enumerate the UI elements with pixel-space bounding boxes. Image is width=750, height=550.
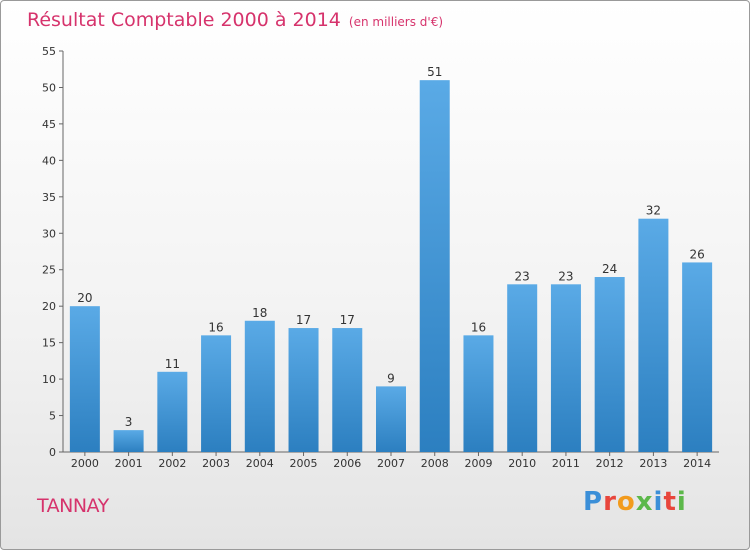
x-tick-label-2004: 2004 <box>246 457 274 470</box>
bar-2003 <box>201 335 232 452</box>
y-tick-label: 45 <box>42 118 56 131</box>
data-label-2009: 16 <box>471 320 486 334</box>
y-tick-label: 0 <box>49 446 56 459</box>
bar-2011 <box>550 284 581 452</box>
bar-2004 <box>244 320 275 452</box>
bar-2012 <box>594 277 625 452</box>
data-label-2003: 16 <box>208 320 223 334</box>
x-tick-label-2003: 2003 <box>202 457 230 470</box>
x-tick-label-2013: 2013 <box>639 457 667 470</box>
logo-letter: t <box>663 487 677 517</box>
x-tick-label-2014: 2014 <box>683 457 711 470</box>
commune-name: TANNAY <box>37 495 109 517</box>
x-tick-label-2012: 2012 <box>596 457 624 470</box>
y-tick-label: 15 <box>42 337 56 350</box>
x-tick-label-2002: 2002 <box>158 457 186 470</box>
x-tick-label-2005: 2005 <box>290 457 318 470</box>
chart-title: Résultat Comptable 2000 à 2014 (en millie… <box>27 9 443 31</box>
data-label-2001: 3 <box>125 415 133 429</box>
y-axis: 0 5 10 15 20 25 30 35 40 45 50 55 <box>42 45 64 459</box>
data-label-2004: 18 <box>252 306 267 320</box>
y-tick-label: 20 <box>42 300 56 313</box>
y-tick-label: 55 <box>42 45 56 58</box>
y-tick-label: 10 <box>42 373 56 386</box>
data-label-2007: 9 <box>387 371 395 385</box>
bar-2013 <box>638 218 669 452</box>
data-label-2000: 20 <box>77 291 92 305</box>
logo-letter: P <box>583 487 604 517</box>
data-label-2005: 17 <box>296 313 311 327</box>
data-label-2013: 32 <box>646 204 661 218</box>
y-tick-label: 40 <box>42 154 56 167</box>
y-tick-label: 50 <box>42 81 56 94</box>
logo-letter: i <box>653 487 664 517</box>
x-tick-label-2011: 2011 <box>552 457 580 470</box>
proxiti-logo[interactable]: Proxiti <box>583 487 687 517</box>
x-tick-label-2006: 2006 <box>333 457 361 470</box>
data-label-2006: 17 <box>340 313 355 327</box>
x-tick-label-2007: 2007 <box>377 457 405 470</box>
data-label-2002: 11 <box>165 357 180 371</box>
bar-2000 <box>69 306 100 452</box>
y-tick-label: 30 <box>42 227 56 240</box>
data-label-2014: 26 <box>689 247 704 261</box>
bar-2010 <box>507 284 538 452</box>
data-label-2011: 23 <box>558 269 573 283</box>
x-tick-label-2001: 2001 <box>115 457 143 470</box>
data-labels: 20 3 11 16 18 17 17 9 51 16 23 23 24 32 26 <box>77 65 705 429</box>
bars <box>69 80 713 452</box>
data-label-2012: 24 <box>602 262 617 276</box>
data-label-2008: 51 <box>427 65 442 79</box>
x-tick-label-2008: 2008 <box>421 457 449 470</box>
logo-letter: r <box>603 487 617 517</box>
logo-letter: i <box>676 487 687 517</box>
bar-2008 <box>419 80 450 452</box>
bar-2005 <box>288 328 319 452</box>
bar-2001 <box>113 430 144 452</box>
data-label-2010: 23 <box>515 269 530 283</box>
logo-letter: x <box>635 487 654 517</box>
logo-letter: o <box>616 487 636 517</box>
x-tick-label-2010: 2010 <box>508 457 536 470</box>
bar-2014 <box>682 262 713 452</box>
chart-subtitle: (en milliers d'€) <box>348 15 444 29</box>
x-axis: 2000 2001 2002 2003 2004 2005 2006 2007 2008 2009… <box>63 451 719 470</box>
bar-2006 <box>332 328 363 452</box>
y-tick-label: 25 <box>42 264 56 277</box>
y-tick-label: 5 <box>49 410 56 423</box>
bar-2009 <box>463 335 494 452</box>
bar-2007 <box>376 386 406 452</box>
y-tick-label: 35 <box>42 191 56 204</box>
x-tick-label-2000: 2000 <box>71 457 99 470</box>
bar-2002 <box>157 371 188 452</box>
x-tick-label-2009: 2009 <box>464 457 492 470</box>
title-text: Résultat Comptable 2000 à 2014 <box>27 9 341 31</box>
